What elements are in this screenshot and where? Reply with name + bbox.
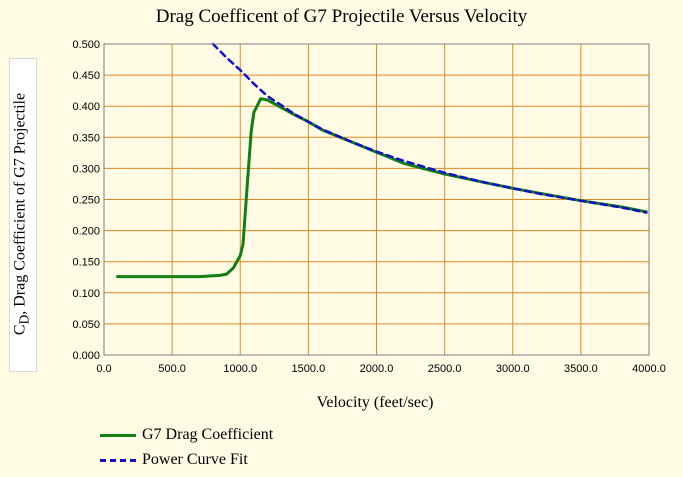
legend-label-g7: G7 Drag Coefficient xyxy=(142,426,274,443)
y-tick-label: 0.500 xyxy=(72,39,100,51)
y-tick-label: 0.300 xyxy=(72,163,100,175)
legend-swatch-power-fit xyxy=(100,458,136,462)
y-tick-label: 0.000 xyxy=(72,350,100,362)
legend-swatch-g7 xyxy=(100,433,136,437)
x-axis-label: Velocity (feet/sec) xyxy=(316,394,434,411)
tick-labels: 0.0 500.0 1000.0 1500.0 2000.0 2500.0 3000.0 35… xyxy=(72,39,665,375)
y-tick-label: 0.350 xyxy=(72,132,100,144)
chart-title: Drag Coefficent of G7 Projectile Versus … xyxy=(155,6,528,27)
x-tick-label: 4000.0 xyxy=(632,363,666,375)
x-tick-label: 0.0 xyxy=(96,363,111,375)
x-tick-label: 3500.0 xyxy=(564,363,598,375)
x-tick-label: 3000.0 xyxy=(496,363,530,375)
series-line-g7-drag xyxy=(116,97,648,279)
x-tick-label: 2500.0 xyxy=(428,363,462,375)
x-tick-label: 500.0 xyxy=(158,363,186,375)
x-tick-label: 1500.0 xyxy=(292,363,326,375)
plot-frame xyxy=(103,43,650,356)
y-axis-label-box xyxy=(9,58,37,372)
series-line-power-fit xyxy=(211,42,648,214)
legend-item-g7: G7 Drag Coefficient xyxy=(100,426,273,444)
x-tick-label: 2000.0 xyxy=(360,363,394,375)
y-tick-label: 0.250 xyxy=(72,195,100,207)
legend-label-power-fit: Power Curve Fit xyxy=(142,451,248,468)
y-tick-label: 0.150 xyxy=(72,257,100,269)
x-tick-label: 1000.0 xyxy=(223,363,257,375)
y-tick-label: 0.200 xyxy=(72,226,100,238)
legend-item-power-fit: Power Curve Fit xyxy=(100,451,248,469)
series-lines xyxy=(116,42,648,279)
y-tick-label: 0.050 xyxy=(72,319,100,331)
y-tick-label: 0.100 xyxy=(72,288,100,300)
y-tick-label: 0.400 xyxy=(72,101,100,113)
y-tick-label: 0.450 xyxy=(72,70,100,82)
